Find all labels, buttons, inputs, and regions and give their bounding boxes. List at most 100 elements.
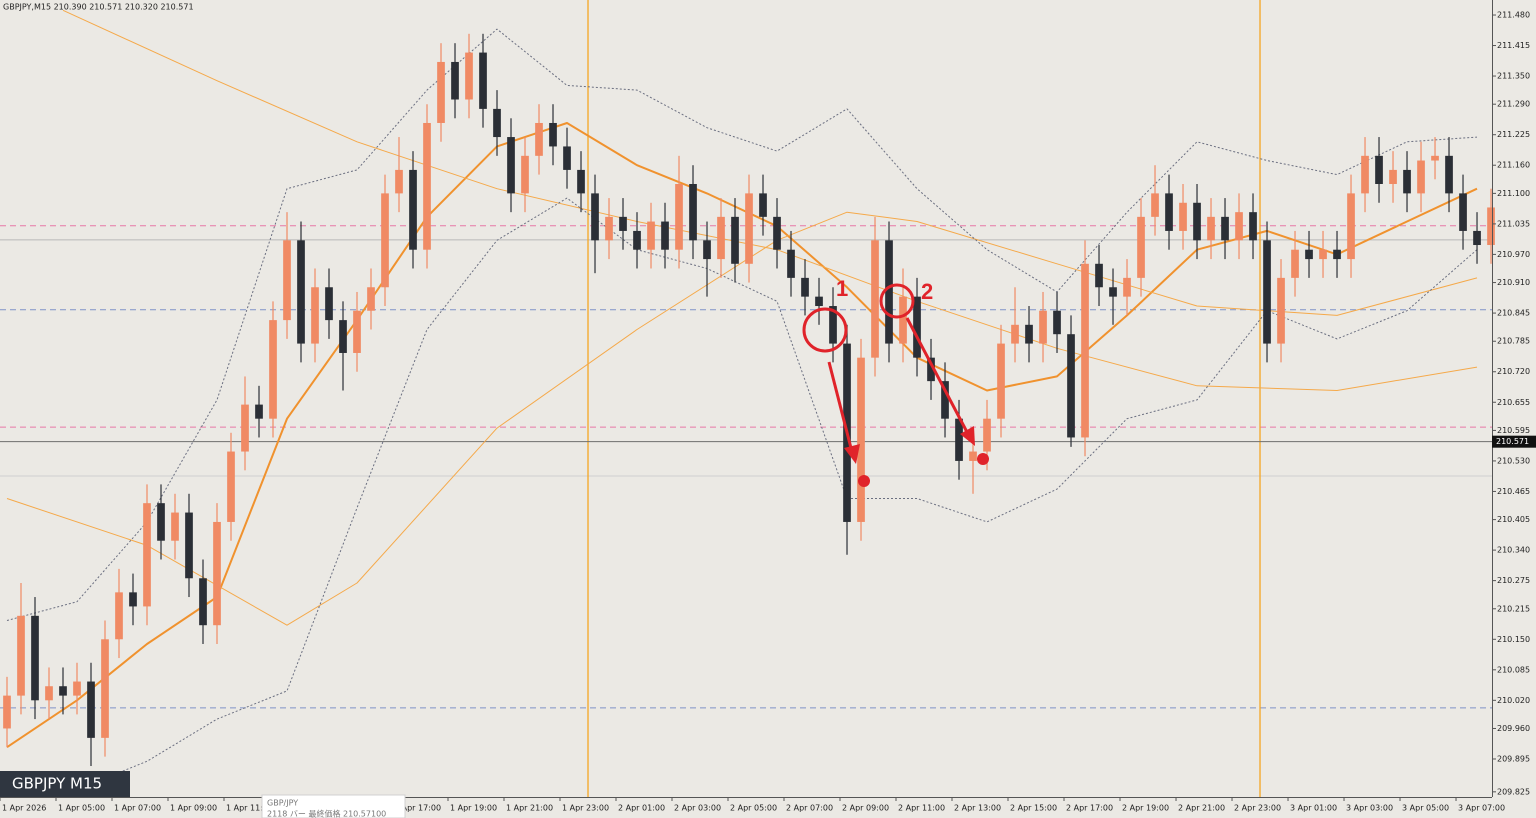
candle-body [1249, 212, 1257, 241]
candle-body [1263, 240, 1271, 344]
candle-body [87, 681, 95, 738]
candle-body [591, 193, 599, 241]
x-tick-label: 1 Apr 05:00 [58, 804, 105, 813]
candle-body [1067, 334, 1075, 438]
candle-body [773, 216, 781, 250]
candle-body [423, 122, 431, 250]
y-tick-label: 211.350 [1497, 72, 1530, 81]
y-tick-label: 211.100 [1497, 189, 1530, 198]
x-tick-label: 1 Apr 23:00 [562, 804, 609, 813]
y-tick-label: 210.465 [1497, 487, 1530, 496]
candle-body [1235, 212, 1243, 241]
candle-body [1109, 287, 1117, 297]
candle-body [1179, 202, 1187, 231]
candle-body [59, 686, 67, 696]
x-tick-label: 2 Apr 19:00 [1122, 804, 1169, 813]
candle-body [1375, 155, 1383, 184]
candle-body [325, 287, 333, 321]
candle-body [409, 169, 417, 250]
candle-body [1137, 216, 1145, 278]
x-tick-label: 1 Apr 2026 [2, 804, 46, 813]
candle-body [801, 277, 809, 297]
annotation-label: 1 [836, 276, 848, 301]
candle-body [1123, 277, 1131, 297]
x-tick-label: 3 Apr 05:00 [1402, 804, 1449, 813]
candle-body [1277, 277, 1285, 344]
candle-body [1221, 216, 1229, 241]
x-tick-label: 1 Apr 21:00 [506, 804, 553, 813]
candle-body [367, 287, 375, 311]
candle-body [1291, 249, 1299, 278]
y-tick-label: 209.825 [1497, 787, 1530, 796]
candle-body [507, 137, 515, 194]
candle-body [157, 503, 165, 541]
candle-body [857, 357, 865, 522]
candle-body [297, 240, 305, 344]
candle-body [871, 240, 879, 358]
candle-body [1095, 263, 1103, 288]
x-tick-label: 2 Apr 01:00 [618, 804, 665, 813]
candle-body [703, 240, 711, 260]
y-tick-label: 209.895 [1497, 754, 1530, 763]
candle-body [129, 592, 137, 607]
candle-body [465, 52, 473, 100]
candle-body [815, 296, 823, 307]
candle-body [605, 216, 613, 241]
candle-body [1207, 216, 1215, 241]
candle-body [577, 169, 585, 194]
candle-body [283, 240, 291, 321]
x-tick-label: 2 Apr 17:00 [1066, 804, 1113, 813]
candle-body [1053, 310, 1061, 335]
candle-body [829, 306, 837, 344]
candle-body [493, 108, 501, 138]
arrowhead [960, 426, 975, 446]
candle-body [381, 193, 389, 288]
indicator-line [6, 122, 1478, 749]
candle-body [1431, 155, 1439, 161]
candle-body [787, 249, 795, 278]
candle-body [1193, 202, 1201, 241]
corner-label-box [0, 771, 130, 797]
candle-body [1333, 249, 1341, 260]
y-tick-label: 210.215 [1497, 604, 1530, 613]
y-tick-label: 210.020 [1497, 696, 1530, 705]
candle-body [997, 343, 1005, 419]
candle-body [395, 169, 403, 194]
x-tick-label: 3 Apr 01:00 [1290, 804, 1337, 813]
annotation-label: 2 [921, 279, 933, 304]
x-tick-label: 3 Apr 07:00 [1458, 804, 1505, 813]
candle-body [1011, 324, 1019, 344]
y-tick-label: 210.595 [1497, 426, 1530, 435]
y-tick-label: 210.275 [1497, 576, 1530, 585]
y-tick-label: 210.845 [1497, 309, 1530, 318]
y-tick-label: 210.785 [1497, 337, 1530, 346]
candle-body [675, 183, 683, 250]
y-tick-label: 211.290 [1497, 100, 1530, 109]
candle-body [955, 418, 963, 461]
circle-marker [879, 283, 915, 319]
corner-label: GBPJPY M15 [12, 775, 102, 793]
candle-body [437, 61, 445, 123]
candle-body [1305, 249, 1313, 260]
tooltip-box [261, 794, 406, 818]
candle-body [1025, 324, 1033, 344]
x-tick-label: 2 Apr 09:00 [842, 804, 889, 813]
candle-body [1361, 155, 1369, 194]
candle-body [213, 521, 221, 626]
y-tick-label: 211.480 [1497, 11, 1530, 20]
candle-body [731, 216, 739, 264]
y-tick-label: 210.085 [1497, 665, 1530, 674]
price-label-box [1492, 435, 1536, 448]
candle-body [563, 146, 571, 170]
candle-body [339, 320, 347, 353]
dot-marker [977, 453, 989, 465]
x-tick-label: 2 Apr 23:00 [1234, 804, 1281, 813]
candle-body [927, 357, 935, 382]
x-tick-label: 2 Apr 07:00 [786, 804, 833, 813]
y-tick-label: 211.415 [1497, 41, 1530, 50]
candle-body [1445, 155, 1453, 194]
candle-body [521, 155, 529, 194]
candle-body [1389, 169, 1397, 184]
y-tick-label: 210.720 [1497, 367, 1530, 376]
